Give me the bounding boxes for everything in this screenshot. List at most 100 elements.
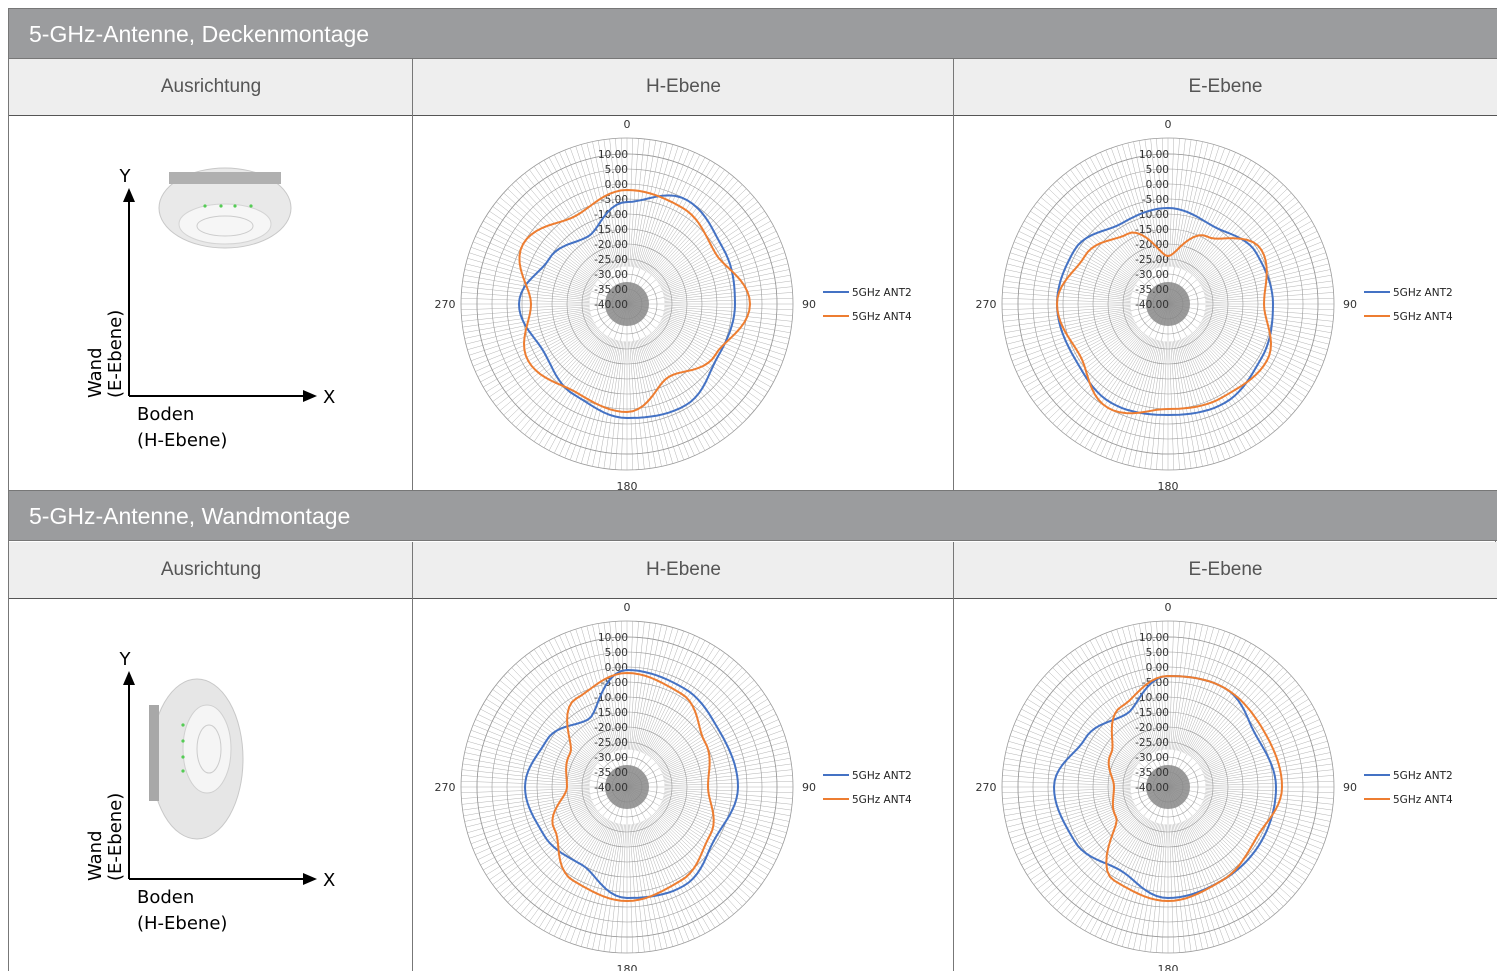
radial-spoke bbox=[1167, 786, 1225, 944]
radial-spoke bbox=[642, 635, 695, 753]
polar-plot: 10.005.000.00-5.00-10.00-15.00-20.00-25.… bbox=[976, 601, 1454, 971]
radial-spoke bbox=[473, 241, 593, 291]
r-tick-label: -10.00 bbox=[594, 209, 628, 221]
r-tick-label: -25.00 bbox=[594, 737, 628, 749]
radial-spoke bbox=[644, 157, 706, 271]
radial-spoke bbox=[1193, 330, 1284, 424]
grid-ring bbox=[1032, 168, 1304, 440]
radial-spoke bbox=[1030, 324, 1138, 398]
radial-spoke bbox=[1205, 280, 1333, 300]
radial-spoke bbox=[465, 263, 591, 296]
radial-spoke bbox=[564, 150, 614, 270]
r-tick-label: 5.00 bbox=[605, 164, 628, 176]
radial-spoke bbox=[1202, 319, 1320, 372]
radial-spoke bbox=[1014, 317, 1134, 367]
radial-spoke bbox=[661, 241, 781, 291]
grid-ring bbox=[506, 183, 748, 425]
legend-label: 5GHz ANT2 bbox=[1393, 770, 1453, 782]
radial-spoke bbox=[1169, 621, 1175, 750]
r-tick-label: 0.00 bbox=[1146, 662, 1169, 674]
column-divider bbox=[412, 59, 413, 490]
radial-spoke bbox=[654, 675, 751, 763]
radial-spoke bbox=[1144, 341, 1164, 469]
series-line bbox=[518, 188, 752, 414]
radial-spoke bbox=[1171, 341, 1186, 470]
radial-spoke bbox=[1033, 206, 1138, 283]
radial-spoke bbox=[1167, 303, 1252, 448]
radial-spoke bbox=[626, 786, 755, 894]
radial-spoke bbox=[1161, 138, 1167, 267]
radial-spoke bbox=[1095, 337, 1152, 454]
radial-spoke bbox=[656, 326, 758, 407]
radial-spoke bbox=[1188, 649, 1262, 757]
radial-spoke bbox=[1172, 139, 1192, 267]
radial-spoke bbox=[643, 820, 700, 937]
polar-plot: 10.005.000.00-5.00-10.00-15.00-20.00-25.… bbox=[435, 601, 913, 971]
radial-spoke bbox=[648, 652, 725, 757]
radial-spoke bbox=[1167, 303, 1296, 411]
radial-spoke bbox=[575, 822, 616, 945]
radial-spoke bbox=[646, 646, 716, 756]
radial-spoke bbox=[597, 303, 628, 468]
radial-spoke bbox=[663, 752, 790, 780]
radial-spoke bbox=[1194, 812, 1288, 903]
radial-spoke bbox=[603, 341, 623, 469]
radial-spoke bbox=[652, 184, 743, 278]
r-tick-label: -15.00 bbox=[594, 707, 628, 719]
radial-spoke bbox=[1079, 646, 1149, 756]
radial-spoke bbox=[638, 146, 679, 269]
radial-spoke bbox=[1074, 649, 1148, 757]
radial-spoke bbox=[570, 786, 628, 944]
radial-spoke bbox=[1190, 173, 1271, 275]
radial-spoke bbox=[626, 659, 734, 788]
legend-label: 5GHz ANT2 bbox=[1393, 287, 1453, 299]
radial-spoke bbox=[1178, 339, 1214, 464]
radial-spoke bbox=[473, 317, 593, 367]
radial-spoke bbox=[1203, 798, 1326, 839]
radial-spoke bbox=[1105, 821, 1155, 941]
radial-spoke bbox=[640, 150, 690, 270]
radial-spoke bbox=[1100, 635, 1153, 753]
radial-spoke bbox=[630, 824, 645, 953]
section-title: 5-GHz-Antenne, Deckenmontage bbox=[29, 21, 370, 47]
radial-spoke bbox=[646, 163, 716, 273]
radial-spoke bbox=[647, 334, 721, 442]
radial-spoke bbox=[1040, 303, 1169, 411]
content-row-wall: Y X Boden (H-Ebene) Wand (E-Ebene) 10.00 5.00 0… bbox=[9, 599, 1497, 971]
radial-spoke bbox=[1176, 823, 1209, 949]
radial-spoke bbox=[664, 789, 793, 799]
radial-spoke bbox=[1002, 769, 1131, 784]
radial-spoke bbox=[1011, 786, 1169, 844]
radial-spoke bbox=[1202, 317, 1322, 367]
radial-spoke bbox=[651, 331, 739, 428]
legend-label: 5GHz ANT4 bbox=[852, 311, 912, 323]
radial-spoke bbox=[467, 797, 592, 833]
radial-spoke bbox=[662, 252, 785, 293]
radial-spoke bbox=[1185, 157, 1247, 271]
radial-spoke bbox=[626, 176, 734, 305]
radial-spoke bbox=[1183, 152, 1236, 270]
radial-spoke bbox=[1183, 821, 1236, 939]
col-header-e-plane: E-Ebene bbox=[1188, 76, 1263, 97]
radial-spoke bbox=[663, 794, 790, 822]
radial-spoke bbox=[581, 339, 617, 464]
radial-spoke bbox=[626, 786, 784, 844]
col-header-h-plane: H-Ebene bbox=[646, 76, 721, 97]
radial-spoke bbox=[1070, 652, 1147, 757]
radial-spoke bbox=[1037, 809, 1139, 890]
radial-spoke bbox=[1052, 330, 1143, 424]
radial-spoke bbox=[1195, 328, 1292, 416]
series-line bbox=[523, 668, 740, 900]
angle-label: 180 bbox=[1158, 480, 1179, 490]
radial-spoke bbox=[467, 258, 592, 294]
radial-spoke bbox=[626, 303, 657, 468]
radial-spoke bbox=[465, 746, 591, 779]
radial-spoke bbox=[629, 341, 639, 470]
radial-spoke bbox=[473, 800, 593, 850]
radial-spoke bbox=[1024, 703, 1169, 788]
radial-spoke bbox=[1179, 339, 1220, 462]
radial-spoke bbox=[524, 656, 605, 758]
radial-spoke bbox=[1061, 176, 1169, 305]
wall-plane-label: (E-Ebene) bbox=[105, 793, 126, 881]
radial-spoke bbox=[477, 803, 594, 860]
